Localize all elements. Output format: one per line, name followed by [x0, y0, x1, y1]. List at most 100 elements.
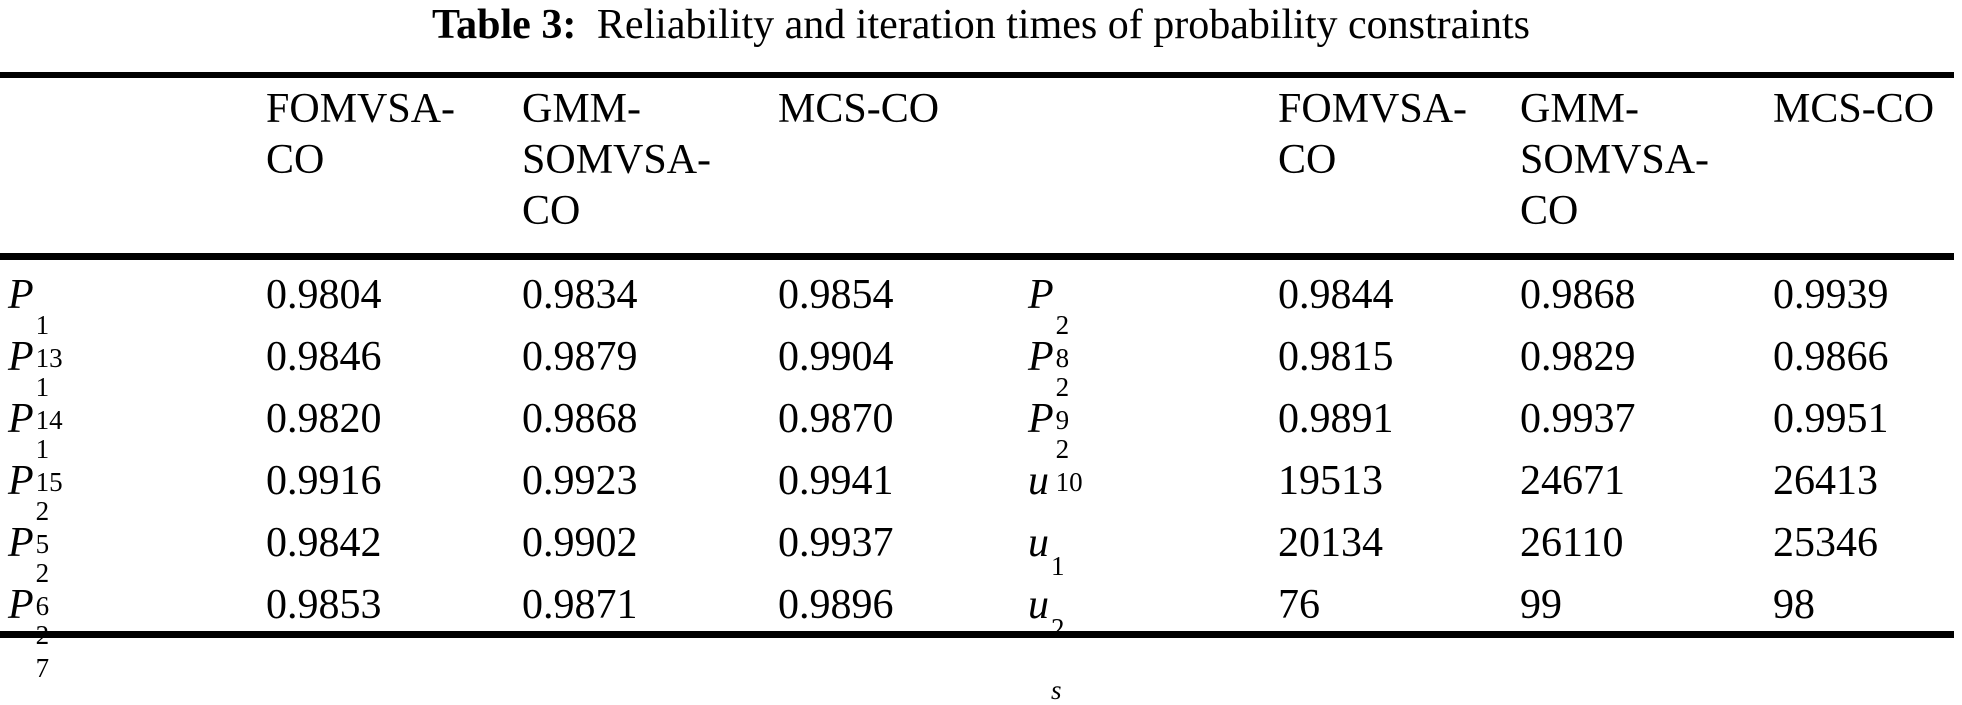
- table-cell: 0.9868: [522, 396, 638, 442]
- table-cell: 0.9939: [1773, 272, 1889, 318]
- table-cell: 26413: [1773, 458, 1878, 504]
- math-superscript: 2: [35, 558, 50, 588]
- row-label: P 1 13: [8, 260, 266, 372]
- math-scripts: 1 13: [36, 312, 63, 372]
- math-symbol: u: [1028, 520, 1049, 566]
- table-caption-number: Table 3:: [432, 2, 577, 48]
- math-superscript: 1: [35, 434, 50, 464]
- math-symbol: P: [8, 520, 34, 566]
- table-cell: 20134: [1278, 520, 1383, 566]
- header-label: GMM-SOMVSA-CO: [1520, 86, 1710, 234]
- table-cell: 0.9951: [1773, 396, 1889, 442]
- table-cell: 0.9879: [522, 334, 638, 380]
- table-cell: 0.9923: [522, 458, 638, 504]
- header-col-fomvsa-co-right: FOMVSA-CO: [1278, 84, 1520, 237]
- math-superscript: 2: [1055, 372, 1070, 402]
- math-subscript: 1: [1051, 551, 1065, 581]
- math-scripts: 1 15: [36, 436, 63, 496]
- table-caption: Table 3: Reliability and iteration times…: [0, 0, 1962, 50]
- table-cell: 0.9866: [1773, 334, 1889, 380]
- table-rule-bottom: [0, 631, 1954, 638]
- table-cell: 0.9891: [1278, 396, 1394, 442]
- header-col-mcs-co-right: MCS-CO: [1773, 84, 1954, 237]
- table-cell: 0.9902: [522, 520, 638, 566]
- table-header-row: FOMVSA-CO GMM-SOMVSA-CO MCS-CO FOMVSA-CO…: [0, 84, 1954, 237]
- math-symbol: P: [1028, 334, 1054, 380]
- math-symbol: P: [8, 582, 34, 628]
- header-label: GMM-SOMVSA-CO: [522, 86, 712, 234]
- math-symbol: P: [8, 396, 34, 442]
- table-cell: 0.9896: [778, 582, 894, 628]
- math-subscript: 15: [35, 467, 63, 497]
- math-scripts: 1: [1051, 520, 1065, 580]
- table-cell: 99: [1520, 582, 1562, 628]
- header-label: MCS-CO: [778, 86, 940, 132]
- table-caption-text: Reliability and iteration times of proba…: [596, 2, 1530, 48]
- math-subscript: 7: [35, 653, 50, 683]
- math-scripts: s: [1051, 644, 1062, 704]
- math-subscript: 10: [1055, 467, 1083, 497]
- header-label: FOMVSA-CO: [1278, 86, 1468, 183]
- math-scripts: 2 10: [1056, 436, 1083, 496]
- table-cell: 0.9937: [778, 520, 894, 566]
- table-cell: 0.9870: [778, 396, 894, 442]
- math-subscript: 8: [1055, 343, 1070, 373]
- table-cell: 0.9846: [266, 334, 382, 380]
- header-corner-left: [8, 84, 266, 237]
- math-subscript: 6: [35, 591, 50, 621]
- table-rule-top: [0, 72, 1954, 78]
- table-cell: 0.9829: [1520, 334, 1636, 380]
- header-label: MCS-CO: [1773, 86, 1935, 132]
- math-symbol: u: [1028, 458, 1049, 504]
- math-superscript: 2: [1055, 434, 1070, 464]
- row-label: P27: [8, 570, 266, 682]
- math-scripts: 1 14: [36, 374, 63, 434]
- table-cell: 25346: [1773, 520, 1878, 566]
- math-superscript: 2: [1055, 310, 1070, 340]
- row-label: P 1 14: [8, 322, 266, 434]
- table-cell: 0.9844: [1278, 272, 1394, 318]
- table-cell: 0.9854: [778, 272, 894, 318]
- math-symbol: P: [8, 272, 34, 318]
- table-cell: 0.9937: [1520, 396, 1636, 442]
- table-cell: 0.9804: [266, 272, 382, 318]
- table-cell: 76: [1278, 582, 1320, 628]
- math-symbol: P: [1028, 396, 1054, 442]
- math-subscript: 14: [35, 405, 63, 435]
- table-cell: 19513: [1278, 458, 1383, 504]
- table-cell: 0.9853: [266, 582, 382, 628]
- math-subscript: 5: [35, 529, 50, 559]
- row-label: P 2 10: [1028, 384, 1278, 496]
- table-cell: 26110: [1520, 520, 1624, 566]
- table-cell: 24671: [1520, 458, 1625, 504]
- header-label: FOMVSA-CO: [266, 86, 456, 183]
- table-cell: 0.9820: [266, 396, 382, 442]
- table-cell: 0.9904: [778, 334, 894, 380]
- header-col-gmm-somvsa-co-left: GMM-SOMVSA-CO: [522, 84, 778, 237]
- math-subscript: s: [1051, 675, 1062, 705]
- math-symbol: P: [8, 334, 34, 380]
- table-cell: 98: [1773, 582, 1815, 628]
- row-label: P 1 15: [8, 384, 266, 496]
- math-subscript: 9: [1055, 405, 1070, 435]
- math-subscript: 13: [35, 343, 63, 373]
- header-corner-right: [1028, 84, 1278, 237]
- table-cell: 0.9842: [266, 520, 382, 566]
- math-symbol: P: [1028, 272, 1054, 318]
- table-cell: 0.9916: [266, 458, 382, 504]
- math-superscript: 1: [35, 372, 50, 402]
- table-cell: 0.9815: [1278, 334, 1394, 380]
- table-cell: 0.9941: [778, 458, 894, 504]
